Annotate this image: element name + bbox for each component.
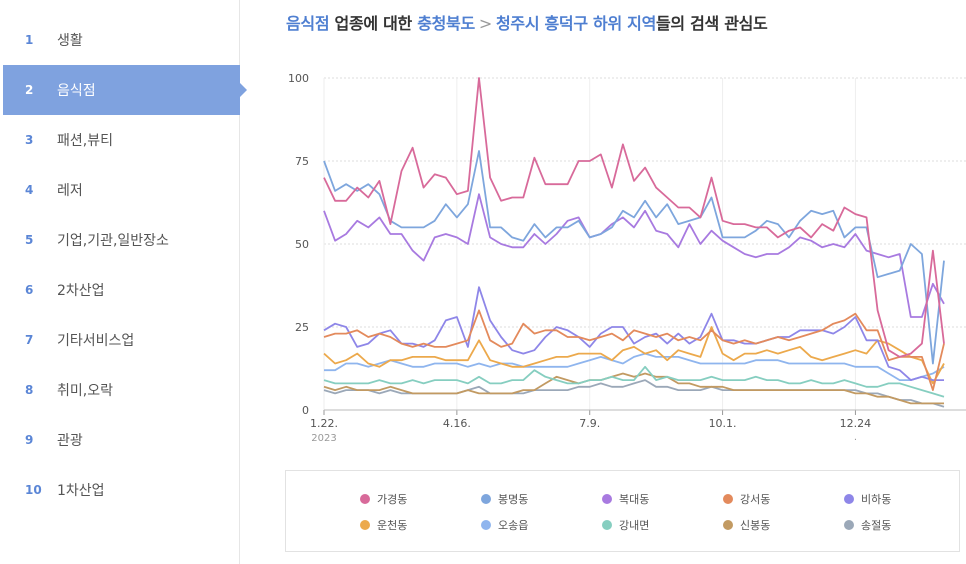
chart-title: 음식점 업종에 대한 충청북도 > 청주시 흥덕구 하위 지역들의 검색 관심도 <box>286 10 768 34</box>
sidebar-item-2[interactable]: 2 음식점 <box>3 65 247 115</box>
sidebar-item-3[interactable]: 3 패션,뷰티 <box>3 115 240 165</box>
sidebar-item-9[interactable]: 9 관광 <box>3 415 240 465</box>
x-tick-label: 4.16. <box>443 417 471 430</box>
legend-swatch <box>360 494 370 504</box>
title-subregion: 청주시 흥덕구 하위 지역 <box>495 14 656 33</box>
y-tick-label: 50 <box>295 238 309 251</box>
legend-item-비하동[interactable]: 비하동 <box>844 491 891 507</box>
legend-item-봉명동[interactable]: 봉명동 <box>481 491 528 507</box>
legend-label: 비하동 <box>861 493 892 506</box>
x-tick-label: 12.24 <box>840 417 872 430</box>
legend-item-가경동[interactable]: 가경동 <box>360 491 407 507</box>
legend-swatch <box>602 520 612 530</box>
y-tick-label: 100 <box>288 72 309 85</box>
sidebar-item-label: 취미,오락 <box>57 383 113 399</box>
sidebar-item-1[interactable]: 1 생활 <box>3 15 240 65</box>
sidebar-item-10[interactable]: 10 1차산업 <box>3 465 240 515</box>
sidebar-item-label: 기업,기관,일반장소 <box>57 233 169 249</box>
legend-swatch <box>602 494 612 504</box>
title-text-2: 들의 검색 관심도 <box>656 14 768 33</box>
x-tick-year-label: . <box>854 432 857 443</box>
y-tick-label: 0 <box>302 404 309 417</box>
legend-item-강서동[interactable]: 강서동 <box>723 491 770 507</box>
sidebar-item-number: 7 <box>25 333 34 347</box>
legend-label: 복대동 <box>619 493 650 506</box>
sidebar-item-4[interactable]: 4 레저 <box>3 165 240 215</box>
legend-swatch <box>723 520 733 530</box>
sidebar-item-number: 10 <box>25 483 42 497</box>
line-chart: 0 25 50 75 100 1.22. 4.16. 7.9. 10.1. 12.24 2023. <box>288 72 966 444</box>
series-line-가경동 <box>323 77 945 358</box>
legend-label: 봉명동 <box>498 493 529 506</box>
sidebar-item-label: 음식점 <box>57 83 96 99</box>
sidebar-item-label: 1차산업 <box>57 483 105 499</box>
legend-item-송절동[interactable]: 송절동 <box>844 517 891 533</box>
sidebar-item-8[interactable]: 8 취미,오락 <box>3 365 240 415</box>
legend-item-복대동[interactable]: 복대동 <box>602 491 649 507</box>
sidebar-item-number: 4 <box>25 183 34 197</box>
sidebar-item-label: 기타서비스업 <box>57 333 135 349</box>
legend-label: 운천동 <box>377 519 408 532</box>
legend-label: 오송읍 <box>498 519 529 532</box>
sidebar-item-number: 2 <box>25 83 34 97</box>
series-line-신봉동 <box>323 372 944 405</box>
x-tick-label: 1.22. <box>310 417 338 430</box>
sidebar-item-6[interactable]: 6 2차산업 <box>3 265 240 315</box>
sidebar-item-5[interactable]: 5 기업,기관,일반장소 <box>3 215 240 265</box>
legend-swatch <box>481 520 491 530</box>
title-region: 충청북도 <box>417 14 475 33</box>
sidebar-item-number: 5 <box>25 233 34 247</box>
legend-label: 신봉동 <box>740 519 771 532</box>
y-tick-label: 25 <box>295 321 309 334</box>
title-separator: > <box>478 14 492 33</box>
legend-label: 송절동 <box>861 519 892 532</box>
category-sidebar: 1 생활 2 음식점 3 패션,뷰티 4 레저 5 기업,기관,일반장소 6 2차산업 7 기타서비스업 8… <box>0 0 247 564</box>
legend-item-오송읍[interactable]: 오송읍 <box>481 517 528 533</box>
sidebar-item-number: 6 <box>25 283 34 297</box>
sidebar-item-number: 8 <box>25 383 34 397</box>
legend-label: 강서동 <box>740 493 771 506</box>
legend-item-강내면[interactable]: 강내면 <box>602 517 649 533</box>
legend-swatch <box>723 494 733 504</box>
legend-swatch <box>360 520 370 530</box>
legend-label: 강내면 <box>619 519 650 532</box>
legend-item-운천동[interactable]: 운천동 <box>360 517 407 533</box>
sidebar-item-label: 2차산업 <box>57 283 105 299</box>
series-line-강서동 <box>323 309 945 392</box>
sidebar-item-label: 생활 <box>57 33 83 49</box>
x-tick-label: 10.1. <box>709 417 737 430</box>
sidebar-item-label: 관광 <box>57 433 83 449</box>
legend-label: 가경동 <box>377 493 408 506</box>
series-line-오송읍 <box>324 352 945 382</box>
sidebar-item-label: 레저 <box>57 183 83 199</box>
y-tick-label: 75 <box>295 155 309 168</box>
series-line-운천동 <box>323 326 945 385</box>
legend-swatch <box>844 520 854 530</box>
sidebar-item-number: 9 <box>25 433 34 447</box>
sidebar-item-label: 패션,뷰티 <box>57 133 113 149</box>
title-text-1: 업종에 대한 <box>329 14 418 33</box>
legend-swatch <box>481 494 491 504</box>
legend-swatch <box>844 494 854 504</box>
sidebar-item-number: 3 <box>25 133 34 147</box>
sidebar-item-number: 1 <box>25 33 34 47</box>
series-line-강내면 <box>323 365 945 398</box>
sidebar-item-7[interactable]: 7 기타서비스업 <box>3 315 240 365</box>
title-category: 음식점 <box>286 14 330 33</box>
x-tick-year-label: 2023 <box>311 433 336 444</box>
x-tick-label: 7.9. <box>579 417 600 430</box>
active-indicator-arrow <box>240 83 247 97</box>
series-line-봉명동 <box>323 150 945 365</box>
series-line-복대동 <box>323 193 945 318</box>
legend-item-신봉동[interactable]: 신봉동 <box>723 517 770 533</box>
